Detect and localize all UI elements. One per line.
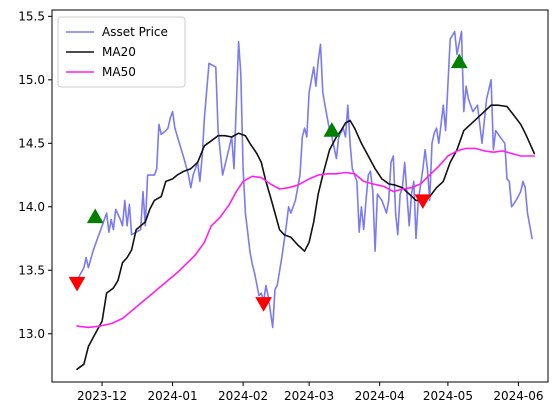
x-tick-label: 2024-02 — [218, 389, 268, 403]
y-tick-label: 13.0 — [18, 327, 45, 341]
y-tick-label: 13.5 — [18, 263, 45, 277]
x-tick-label: 2023-12 — [77, 389, 127, 403]
x-tick-label: 2024-01 — [148, 389, 198, 403]
y-tick-label: 14.0 — [18, 200, 45, 214]
legend: Asset Price MA20 MA50 — [58, 17, 185, 87]
x-tick-label: 2024-04 — [355, 389, 405, 403]
y-tick-label: 15.0 — [18, 73, 45, 87]
legend-label-ma50: MA50 — [102, 65, 136, 79]
legend-label-asset-price: Asset Price — [102, 25, 168, 39]
y-tick-label: 14.5 — [18, 136, 45, 150]
legend-label-ma20: MA20 — [102, 45, 136, 59]
x-tick-label: 2024-06 — [493, 389, 543, 403]
x-tick-label: 2024-05 — [423, 389, 473, 403]
y-tick-label: 15.5 — [18, 9, 45, 23]
x-tick-label: 2024-03 — [284, 389, 334, 403]
